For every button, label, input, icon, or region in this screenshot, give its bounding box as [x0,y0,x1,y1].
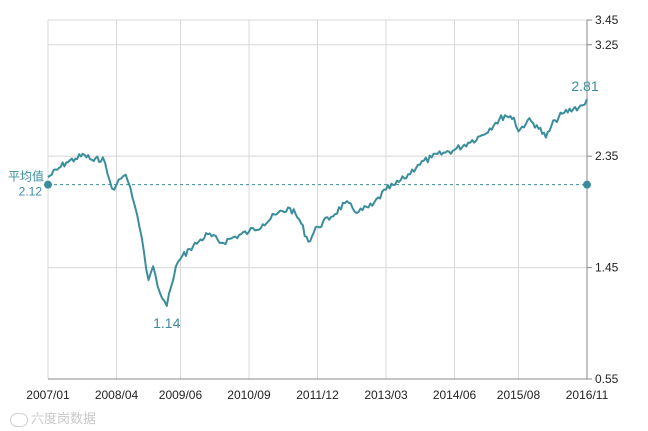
x-tick-label: 2013/03 [364,388,408,402]
y-tick-label: 3.45 [595,13,619,27]
x-tick-label: 2011/12 [296,388,339,402]
average-label: 平均值 [8,169,44,184]
x-tick-labels: 2007/01 2008/04 2009/06 2010/09 2011/12 2013/… [26,388,608,402]
last-annotation: 2.81 [571,78,598,94]
watermark-text: 六度岗数据 [31,412,97,427]
x-tick-label: 2016/11 [566,388,609,402]
y-tick-label: 1.45 [595,261,619,275]
average-marker-right [583,180,591,189]
watermark: 六度岗数据 [10,408,96,427]
watermark-logo-icon [10,412,28,427]
x-tick-label: 2009/06 [159,388,203,402]
x-tick-label: 2007/01 [26,388,70,402]
grid-lines [47,19,588,380]
average-value: 2.12 [19,185,43,199]
series-line [47,98,588,307]
y-tick-label: 3.25 [595,38,619,52]
x-tick-label: 2008/04 [95,388,139,402]
y-tick-label: 2.35 [595,149,619,163]
y-tick-labels: 0.55 1.45 2.35 3.25 3.45 [587,13,619,386]
y-tick-label: 0.55 [595,372,619,386]
average-marker-left [44,180,52,189]
x-tick-label: 2010/09 [227,388,271,402]
min-annotation: 1.14 [153,315,180,331]
x-tick-label: 2015/08 [497,388,541,402]
x-tick-label: 2014/06 [433,388,477,402]
